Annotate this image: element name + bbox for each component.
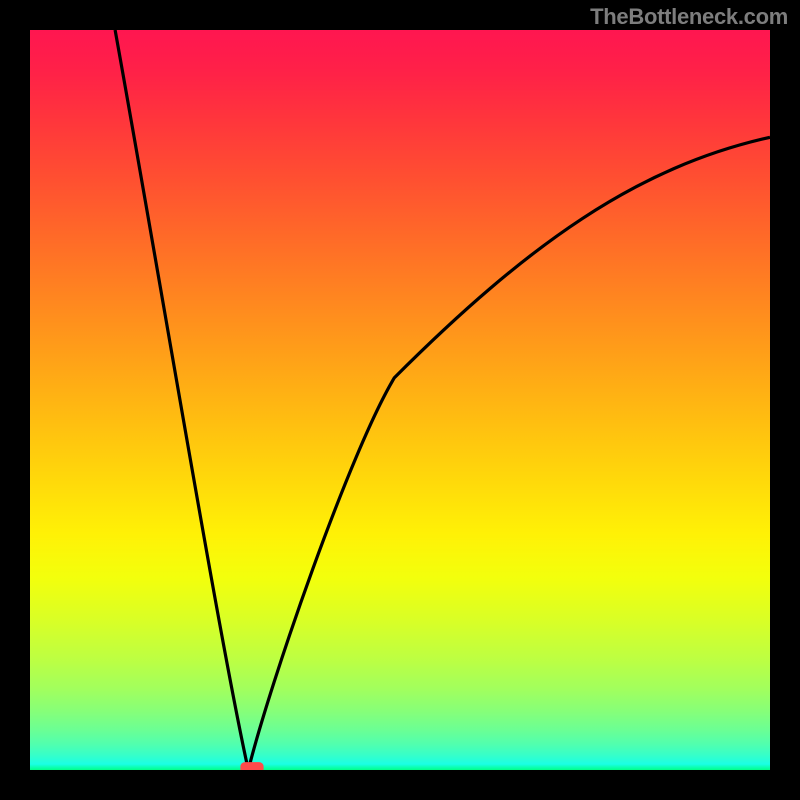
- chart-svg: [30, 30, 770, 770]
- plot-area: [30, 30, 770, 770]
- watermark-text: TheBottleneck.com: [590, 6, 788, 28]
- chart-background: [30, 30, 770, 770]
- dip-marker: [241, 763, 263, 770]
